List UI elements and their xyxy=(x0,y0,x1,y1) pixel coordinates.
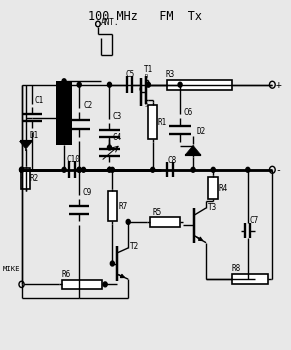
Text: T2: T2 xyxy=(130,242,139,251)
Text: MIKE: MIKE xyxy=(3,266,20,272)
Circle shape xyxy=(246,167,250,172)
Circle shape xyxy=(103,282,107,287)
Text: R3: R3 xyxy=(166,70,175,79)
Circle shape xyxy=(77,82,81,87)
Bar xyxy=(208,177,218,199)
Text: ANT.: ANT. xyxy=(101,18,119,27)
Text: R2: R2 xyxy=(30,174,39,183)
Circle shape xyxy=(19,167,24,172)
Text: C4: C4 xyxy=(113,133,122,142)
Circle shape xyxy=(107,145,111,150)
Text: 100 MHz   FM  Tx: 100 MHz FM Tx xyxy=(88,10,203,23)
Bar xyxy=(150,217,180,227)
Text: D1: D1 xyxy=(29,131,39,140)
Text: C9: C9 xyxy=(83,188,92,197)
Bar xyxy=(232,274,268,284)
Circle shape xyxy=(77,167,81,172)
Text: R1: R1 xyxy=(158,118,167,127)
Text: C5: C5 xyxy=(125,70,134,79)
Polygon shape xyxy=(185,146,201,155)
Circle shape xyxy=(62,167,66,172)
Text: D: D xyxy=(145,74,148,78)
Bar xyxy=(63,280,102,289)
Text: C8: C8 xyxy=(167,155,176,164)
Circle shape xyxy=(178,82,182,87)
Text: S: S xyxy=(145,103,148,108)
Circle shape xyxy=(126,219,130,224)
Text: +: + xyxy=(275,80,281,90)
Text: R4: R4 xyxy=(219,183,228,192)
Bar xyxy=(56,81,72,146)
Circle shape xyxy=(110,261,114,266)
Circle shape xyxy=(110,167,114,172)
Text: R6: R6 xyxy=(62,270,71,279)
Text: T3: T3 xyxy=(207,203,217,212)
Bar xyxy=(148,105,157,139)
Bar xyxy=(21,168,31,189)
Circle shape xyxy=(107,82,111,87)
Bar xyxy=(108,191,117,221)
Text: C6: C6 xyxy=(184,108,193,117)
Circle shape xyxy=(146,82,150,87)
Text: C10: C10 xyxy=(66,155,80,164)
Text: D2: D2 xyxy=(197,127,206,136)
Text: -: - xyxy=(275,165,281,175)
Text: C1: C1 xyxy=(35,96,44,105)
Text: T1: T1 xyxy=(144,65,153,74)
Text: R5: R5 xyxy=(153,208,162,217)
Text: C7: C7 xyxy=(249,216,258,225)
Text: C3: C3 xyxy=(113,112,122,121)
Circle shape xyxy=(191,167,195,172)
Circle shape xyxy=(19,167,24,172)
Circle shape xyxy=(211,167,215,172)
Text: G: G xyxy=(139,88,142,92)
Text: R8: R8 xyxy=(232,264,241,273)
Circle shape xyxy=(62,79,66,84)
Text: R7: R7 xyxy=(118,202,127,211)
Polygon shape xyxy=(19,141,32,149)
Circle shape xyxy=(151,167,155,172)
Bar xyxy=(167,79,232,90)
Circle shape xyxy=(81,167,86,172)
Text: C2: C2 xyxy=(84,101,93,110)
Circle shape xyxy=(77,167,81,172)
Circle shape xyxy=(107,167,111,172)
